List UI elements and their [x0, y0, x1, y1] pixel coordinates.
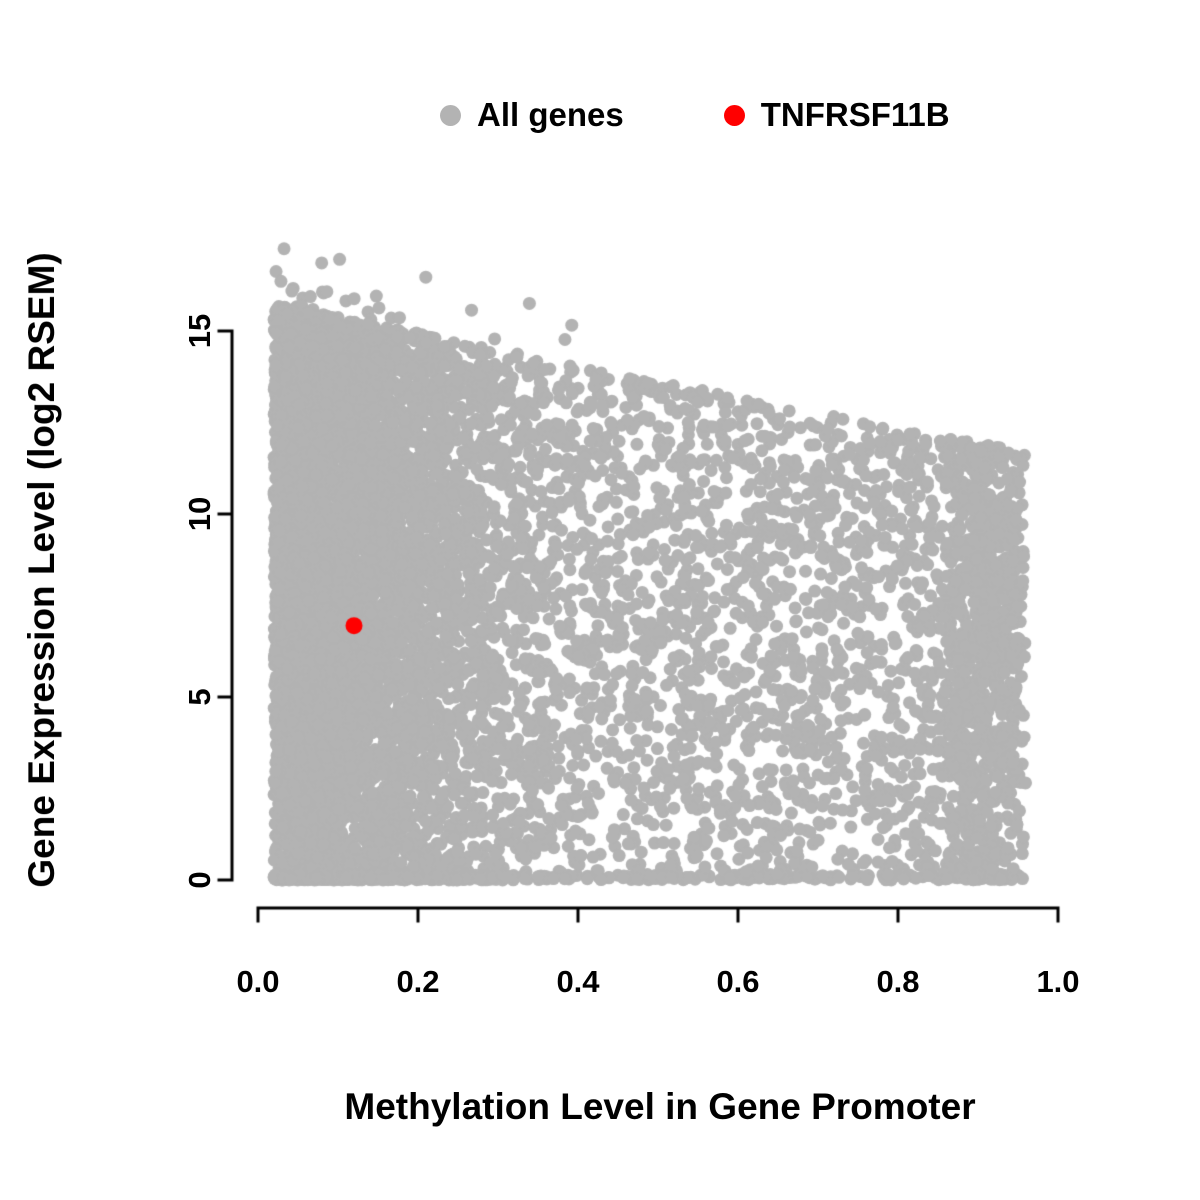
x-tick-label-0.8: 0.8	[876, 964, 920, 999]
all-genes-dot-icon	[440, 104, 461, 126]
legend-item-tnfrsf11b: TNFRSF11B	[723, 96, 950, 134]
y-tick-label-5: 5	[182, 688, 217, 706]
x-tick-label-0.0: 0.0	[236, 964, 280, 999]
y-tick-label-15: 15	[182, 313, 217, 349]
x-tick-label-0.2: 0.2	[396, 964, 440, 999]
x-tick-label-0.6: 0.6	[716, 964, 760, 999]
tnfrsf11b-dot-icon	[723, 104, 745, 126]
x-axis-title: Methylation Level in Gene Promoter	[344, 1086, 976, 1127]
legend-item-all-genes: All genes	[440, 96, 624, 134]
x-tick-label-0.4: 0.4	[556, 964, 600, 999]
legend-label-tnfrsf11b: TNFRSF11B	[760, 96, 950, 133]
x-tick-label-1.0: 1.0	[1036, 964, 1080, 999]
legend-label-all-genes: All genes	[477, 96, 624, 133]
legend: All genes TNFRSF11B	[440, 92, 950, 138]
y-tick-label-0: 0	[182, 871, 217, 889]
y-axis-title: Gene Expression Level (log2 RSEM)	[21, 252, 62, 888]
y-tick-label-10: 10	[182, 496, 217, 532]
